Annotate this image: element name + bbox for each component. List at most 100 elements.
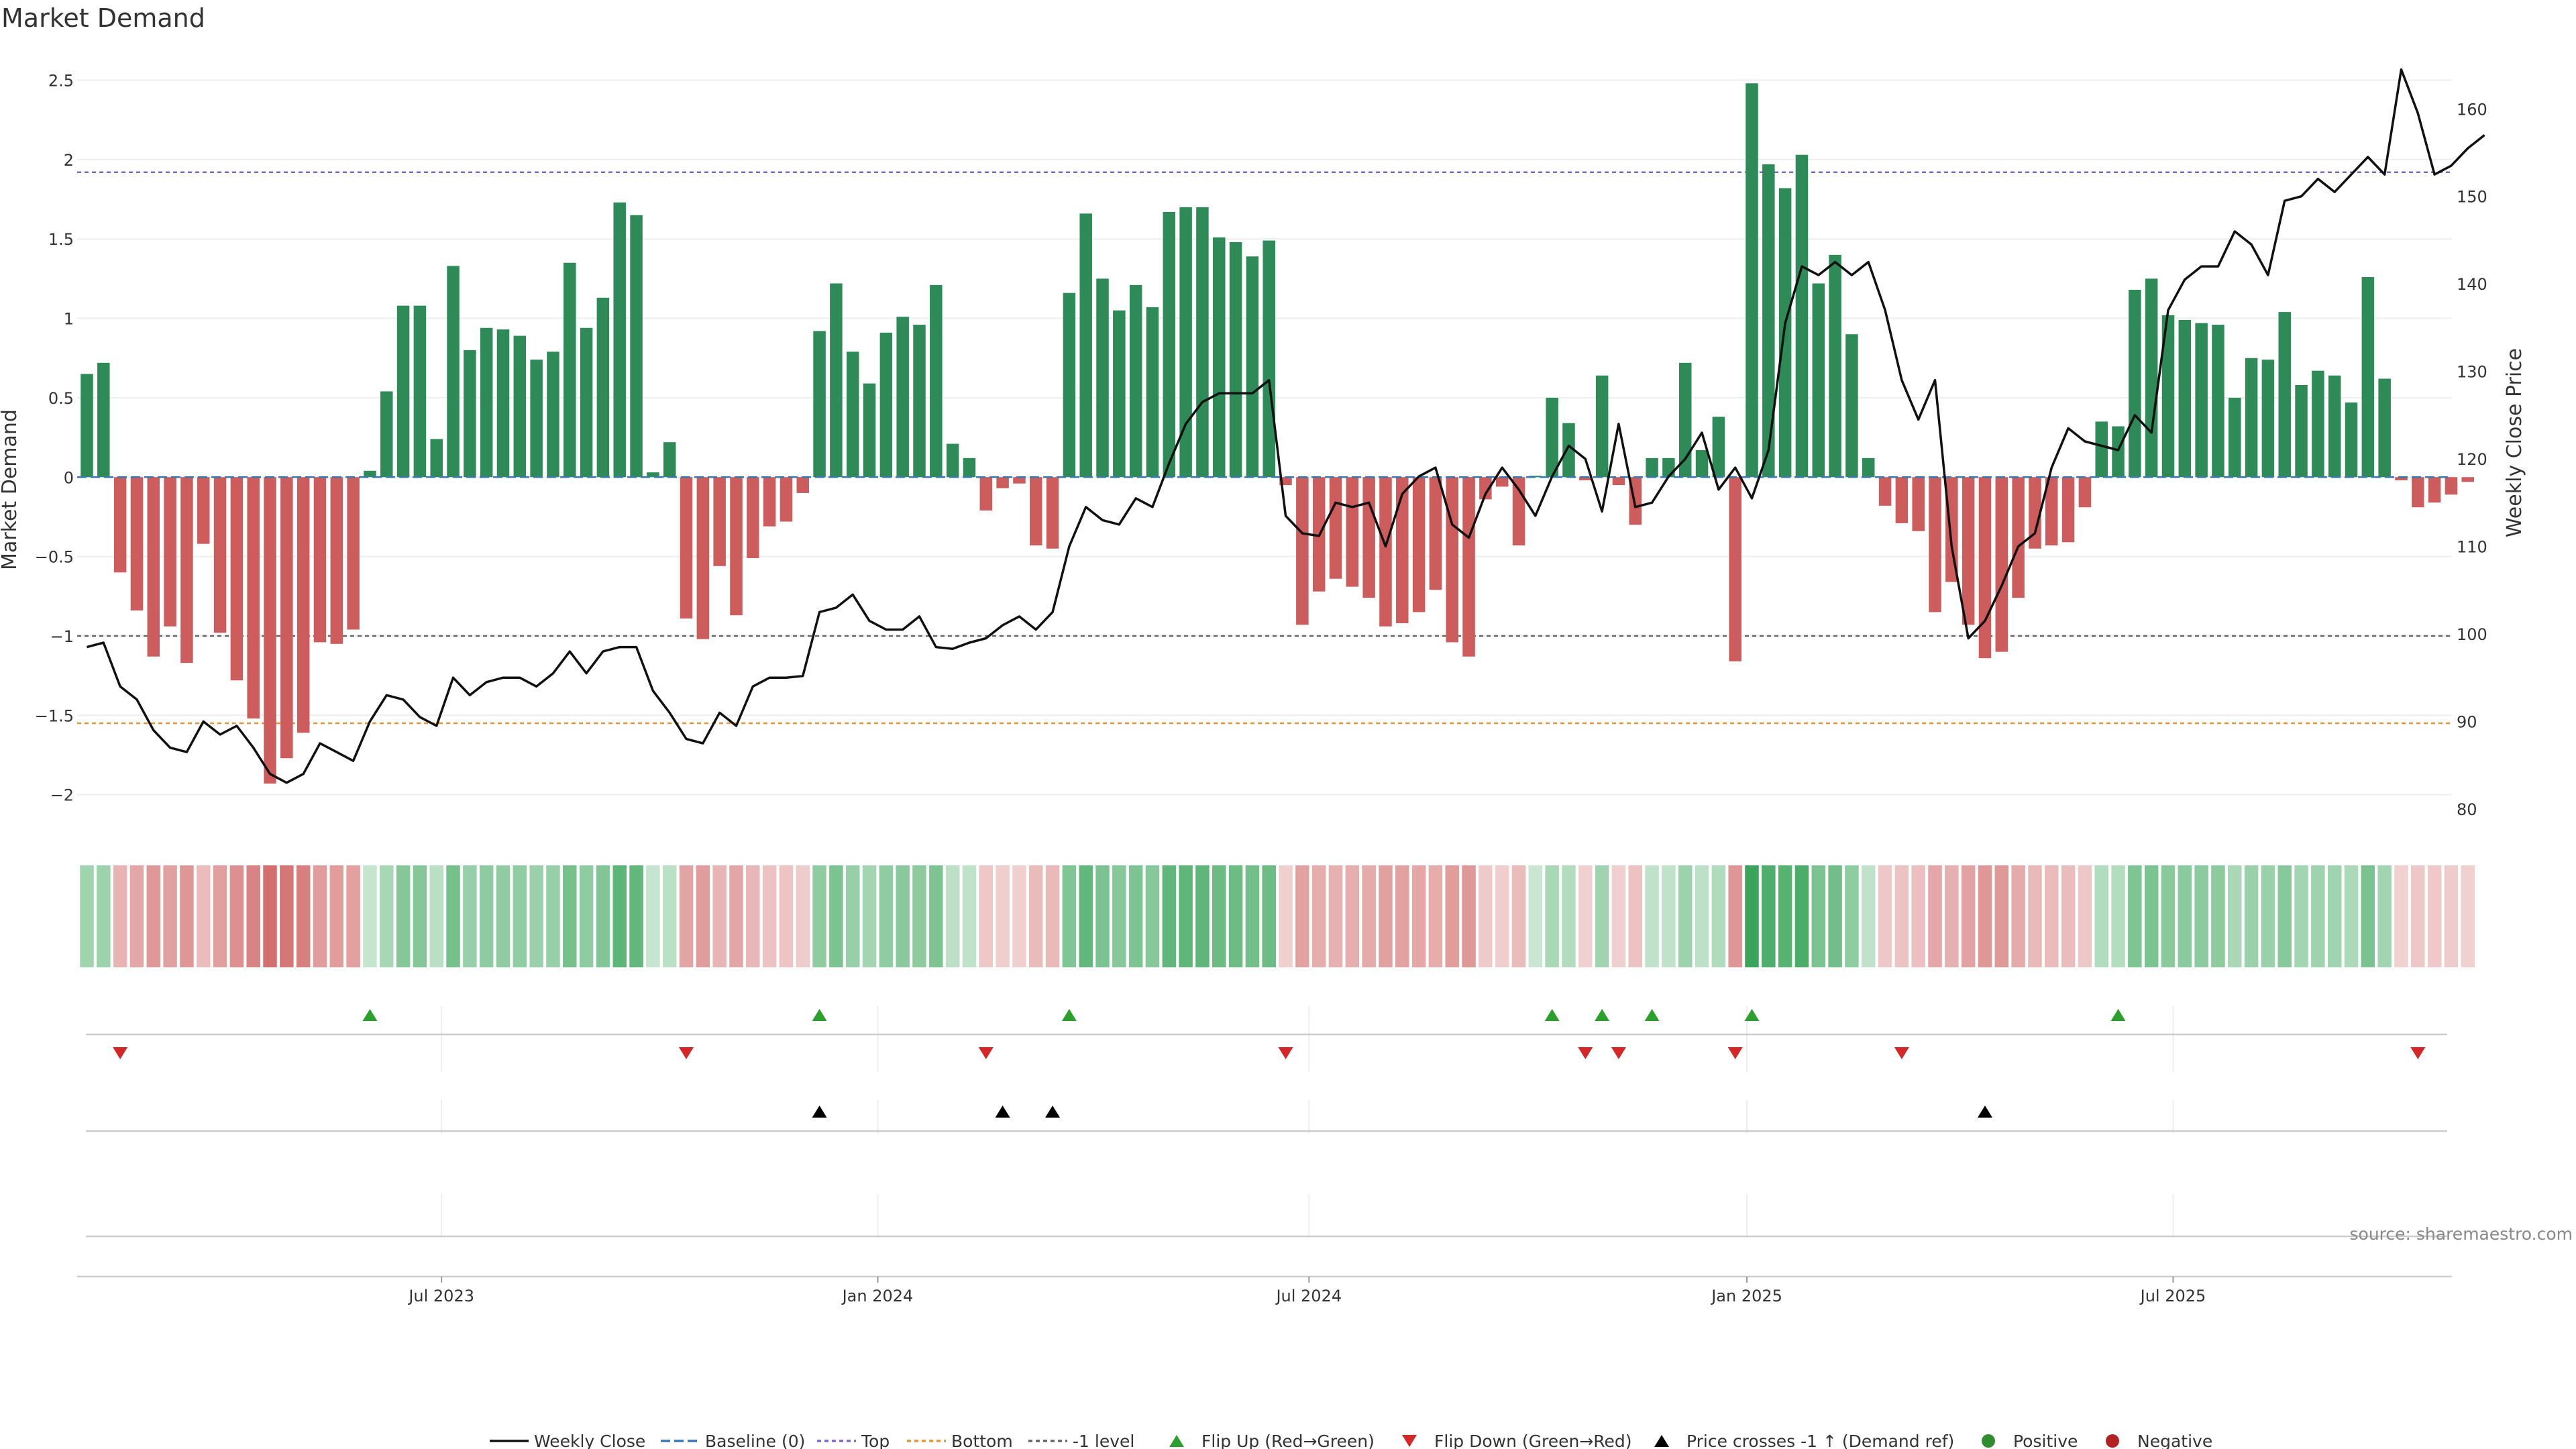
demand-bar: [2412, 477, 2424, 508]
legend-swatch-flip_down: [1402, 1435, 1417, 1447]
y-axis-left: 2.5 2 1.5 1 0.5 0 −0.5 −1 −1.5 −2: [35, 72, 74, 805]
demand-bar: [1296, 477, 1309, 625]
heat-cell: [2377, 865, 2392, 967]
heat-cell: [363, 865, 377, 967]
demand-bar: [1978, 477, 1992, 659]
heat-cell: [546, 865, 560, 967]
demand-bar: [2395, 477, 2408, 480]
heat-cell: [2294, 865, 2308, 967]
heat-cell: [2244, 865, 2259, 967]
heat-cell: [246, 865, 260, 967]
heat-cell: [796, 865, 810, 967]
demand-bar: [1662, 458, 1675, 478]
y2-tick-label: 110: [2457, 538, 2487, 557]
y-tick-label: 2.5: [48, 72, 74, 91]
demand-bar: [97, 362, 110, 478]
heat-cell: [1012, 865, 1026, 967]
demand-bar: [846, 352, 859, 478]
heat-cell: [1961, 865, 1976, 967]
demand-bar: [2261, 360, 2275, 478]
heat-cell: [1994, 865, 2009, 967]
heat-cell: [1628, 865, 1643, 967]
heat-cell: [2327, 865, 2342, 967]
heat-cell: [829, 865, 843, 967]
heat-cell: [1978, 865, 1992, 967]
flip-down-marker: [1727, 1047, 1743, 1059]
demand-bar: [879, 332, 893, 478]
heat-cell: [712, 865, 727, 967]
heat-cell: [1578, 865, 1593, 967]
heat-cell: [1794, 865, 1809, 967]
heat-cell: [612, 865, 627, 967]
demand-bar: [813, 331, 826, 478]
heat-cell: [1195, 865, 1210, 967]
demand-bar: [2445, 477, 2458, 495]
heat-cell: [2194, 865, 2208, 967]
y-tick-label: −0.5: [35, 548, 74, 567]
legend-label-negative: Negative: [2137, 1432, 2212, 1449]
demand-bar: [130, 477, 144, 611]
flip-up-marker: [1744, 1009, 1760, 1021]
legend-label-baseline: Baseline (0): [705, 1432, 805, 1449]
demand-bar: [1795, 154, 1809, 478]
heat-cell: [1495, 865, 1509, 967]
heat-cell: [2144, 865, 2159, 967]
heat-cell: [2211, 865, 2225, 967]
heat-cell: [679, 865, 694, 967]
heat-cell: [97, 865, 111, 967]
heat-cell: [729, 865, 743, 967]
demand-bar: [1229, 241, 1242, 478]
demand-bar: [1446, 477, 1458, 643]
demand-heat-strip: [80, 865, 2475, 967]
heat-cell: [2311, 865, 2325, 967]
x-tick-label: Jul 2024: [1275, 1287, 1342, 1305]
demand-bar: [730, 477, 743, 616]
demand-bar: [1712, 417, 1725, 478]
demand-bar: [1429, 477, 1442, 590]
heat-cell: [1894, 865, 1909, 967]
heat-cell: [596, 865, 610, 967]
heat-cell: [1511, 865, 1526, 967]
heat-cell: [1662, 865, 1676, 967]
demand-bar: [2161, 315, 2175, 478]
demand-bar: [1778, 188, 1792, 478]
demand-bar: [1096, 278, 1109, 478]
demand-bar: [1029, 477, 1042, 546]
heat-cell: [1678, 865, 1693, 967]
price-cross-marker: [1977, 1106, 1992, 1118]
demand-bar: [2178, 319, 2192, 478]
heat-cell: [1911, 865, 1925, 967]
legend-label-close: Weekly Close: [534, 1432, 645, 1449]
demand-bar: [80, 374, 93, 478]
demand-bar: [213, 477, 227, 633]
legend-label-bottom: Bottom: [951, 1432, 1013, 1449]
legend-swatch-positive: [1982, 1434, 1995, 1448]
demand-bar: [1912, 477, 1925, 531]
flip-down-marker: [1894, 1047, 1909, 1059]
demand-bar: [930, 284, 943, 478]
heat-cell: [380, 865, 394, 967]
demand-bar: [2345, 402, 2358, 478]
heat-cell: [1295, 865, 1309, 967]
demand-bar: [1479, 477, 1492, 500]
heat-cell: [1311, 865, 1326, 967]
heat-cell: [896, 865, 910, 967]
heat-cell: [962, 865, 977, 967]
demand-bar: [396, 305, 410, 478]
legend-swatch-negative: [2106, 1434, 2119, 1448]
demand-bar: [1729, 477, 1741, 661]
demand-bar: [2361, 277, 2375, 478]
demand-bar: [2095, 421, 2108, 478]
y-tick-label: 1: [64, 310, 74, 329]
demand-bar: [1895, 477, 1909, 523]
demand-bar: [2129, 289, 2141, 478]
demand-bar: [780, 477, 793, 522]
x-tick-label: Jul 2025: [2139, 1287, 2206, 1305]
demand-bar: [1962, 477, 1975, 625]
demand-bar: [1812, 283, 1825, 478]
heat-cell: [1711, 865, 1726, 967]
heat-cell: [1411, 865, 1426, 967]
heat-cell: [1362, 865, 1376, 967]
flip-up-marker: [2110, 1009, 2126, 1021]
flip-down-marker: [679, 1047, 694, 1059]
